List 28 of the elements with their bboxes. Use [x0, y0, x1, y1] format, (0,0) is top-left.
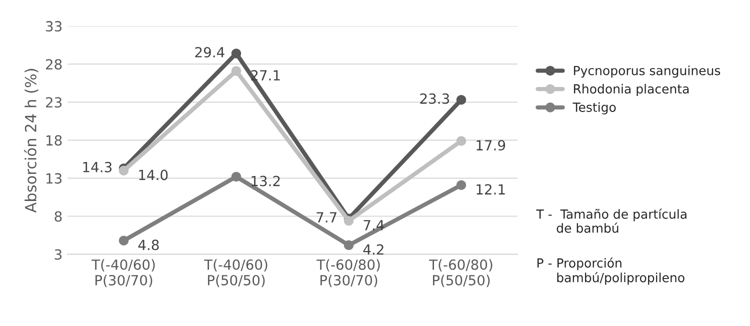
data-label: 4.2: [363, 244, 384, 255]
text: P - Proporción bambú/polipropileno: [537, 258, 684, 285]
y-tick-label: 3: [54, 249, 62, 260]
y-tick-label: 28: [46, 59, 62, 70]
x-tick-label: T(-60/80) P(30/70): [316, 259, 380, 288]
data-label: 14.0: [139, 170, 168, 180]
legend-label: Pycnoporus sanguineus: [574, 66, 720, 78]
data-label: 12.1: [476, 184, 505, 194]
legend-label: Testigo: [572, 102, 616, 114]
y-tick-label: 8: [54, 211, 62, 222]
data-label: 7.7: [316, 212, 336, 222]
data-label: 14.3: [83, 162, 112, 172]
data-label: 17.9: [476, 140, 506, 151]
y-axis-title: Absorción 24 h (%): [24, 68, 38, 213]
y-tick-label: 18: [46, 135, 62, 146]
x-tick-label: T(-40/60) P(50/50): [204, 259, 268, 288]
data-label: 29.4: [195, 46, 224, 58]
data-label: 13.2: [252, 176, 280, 186]
x-tick-label: T(-40/60) P(30/70): [92, 259, 155, 288]
data-label: 23.3: [420, 93, 450, 104]
y-tick-label: 13: [46, 173, 62, 184]
x-tick-label: T(-60/80) P(50/50): [429, 259, 492, 288]
legend-label: Rhodonia placenta: [574, 84, 689, 96]
data-label: 4.8: [138, 240, 159, 250]
y-tick-label: 33: [46, 21, 62, 32]
data-label: 7.4: [364, 220, 384, 230]
text: T - Tamaño de partícula de bambú: [536, 208, 686, 233]
y-tick-label: 23: [46, 97, 62, 108]
